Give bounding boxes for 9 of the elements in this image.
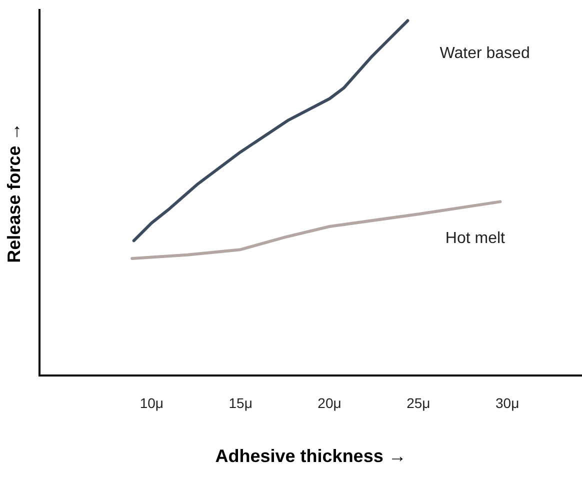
y-axis-title: Release force → <box>4 122 24 263</box>
x-tick-label: 20μ <box>318 394 342 411</box>
x-tick-label: 10μ <box>140 394 164 411</box>
x-tick-label: 30μ <box>495 394 520 411</box>
x-tick-label: 25μ <box>406 394 430 411</box>
text: Water based <box>440 45 530 62</box>
x-axis-title: Adhesive thickness → <box>215 446 406 466</box>
series-label: Hot melt <box>445 230 506 248</box>
x-tick-label: 15μ <box>228 394 252 411</box>
